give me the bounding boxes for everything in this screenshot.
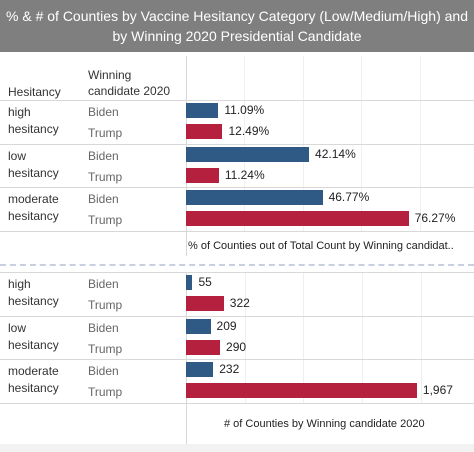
data-label: 42.14%: [315, 146, 356, 161]
bar-trump: [186, 167, 219, 183]
bar-trump: [186, 296, 224, 311]
hesitancy-label: hesitancy: [8, 294, 59, 308]
data-label: 11.24%: [224, 167, 265, 182]
hesitancy-label: hesitancy: [8, 209, 59, 223]
gridline: [244, 56, 246, 231]
hesitancy-header: Hesitancy: [8, 85, 61, 99]
data-label: 46.77%: [328, 190, 370, 204]
bar-trump: [186, 211, 409, 226]
row-separator: [0, 100, 474, 101]
bar-biden: [186, 190, 323, 205]
candidate-label: Trump: [88, 169, 123, 184]
x-axis-label: % of Counties out of Total Count by Winn…: [188, 240, 454, 252]
row-separator: [0, 359, 474, 360]
row-separator: [0, 230, 474, 232]
chart-title: % & # of Counties by Vaccine Hesitancy C…: [0, 0, 474, 52]
bar-biden: [186, 275, 193, 290]
candidate-label: Biden: [88, 277, 119, 291]
bar-biden: [186, 362, 214, 377]
gridline: [362, 272, 364, 403]
hesitancy-label: hesitancy: [8, 122, 59, 136]
bar-biden: [186, 146, 310, 162]
row-separator: [0, 143, 474, 145]
bar-trump: [186, 124, 223, 139]
gridline: [361, 56, 363, 231]
gridline: [420, 272, 422, 403]
panel-separator: [0, 264, 474, 266]
bottom-strip: [0, 444, 474, 452]
gridline: [419, 56, 421, 231]
gridline: [244, 272, 246, 403]
hesitancy-label: high: [8, 277, 31, 291]
hesitancy-label: low: [8, 148, 27, 163]
hesitancy-label: high: [8, 105, 31, 119]
candidate-label: Biden: [88, 320, 119, 335]
data-label: 209: [216, 318, 237, 333]
row-separator: [0, 272, 474, 273]
candidate-label: Biden: [88, 192, 119, 206]
row-separator: [0, 315, 474, 317]
candidate-label: Trump: [88, 126, 123, 140]
candidate-label: Trump: [88, 213, 123, 227]
data-label: 322: [229, 296, 250, 310]
candidate-label: Trump: [88, 298, 123, 312]
gridline: [302, 56, 304, 231]
bar-biden: [186, 318, 211, 334]
hesitancy-label: moderate: [8, 364, 59, 378]
axis-line: [186, 272, 187, 444]
candidate-label: Biden: [88, 105, 119, 119]
bar-biden: [186, 103, 219, 118]
data-label: 1,967: [422, 383, 453, 397]
row-separator: [0, 187, 474, 188]
x-axis-label: # of Counties by Winning candidate 2020: [224, 418, 425, 430]
data-label: 232: [219, 362, 240, 376]
candidate-label: Biden: [88, 364, 119, 378]
hesitancy-label: hesitancy: [8, 381, 59, 395]
data-label: 290: [226, 339, 247, 354]
data-label: 76.27%: [414, 211, 456, 225]
bar-trump: [186, 383, 417, 398]
candidate-label: Biden: [88, 148, 119, 163]
hesitancy-label: low: [8, 320, 27, 335]
gridline: [303, 272, 305, 403]
data-label: 11.09%: [224, 103, 265, 117]
candidate-label: Trump: [88, 385, 123, 399]
candidate-header: Winning candidate 2020: [88, 68, 171, 98]
hesitancy-label: moderate: [8, 192, 59, 206]
data-label: 55: [198, 275, 212, 289]
data-label: 12.49%: [228, 124, 270, 138]
hesitancy-label: hesitancy: [8, 337, 59, 352]
bar-trump: [186, 339, 221, 355]
candidate-label: Trump: [88, 341, 123, 356]
row-separator: [0, 402, 474, 404]
hesitancy-label: hesitancy: [8, 165, 59, 180]
